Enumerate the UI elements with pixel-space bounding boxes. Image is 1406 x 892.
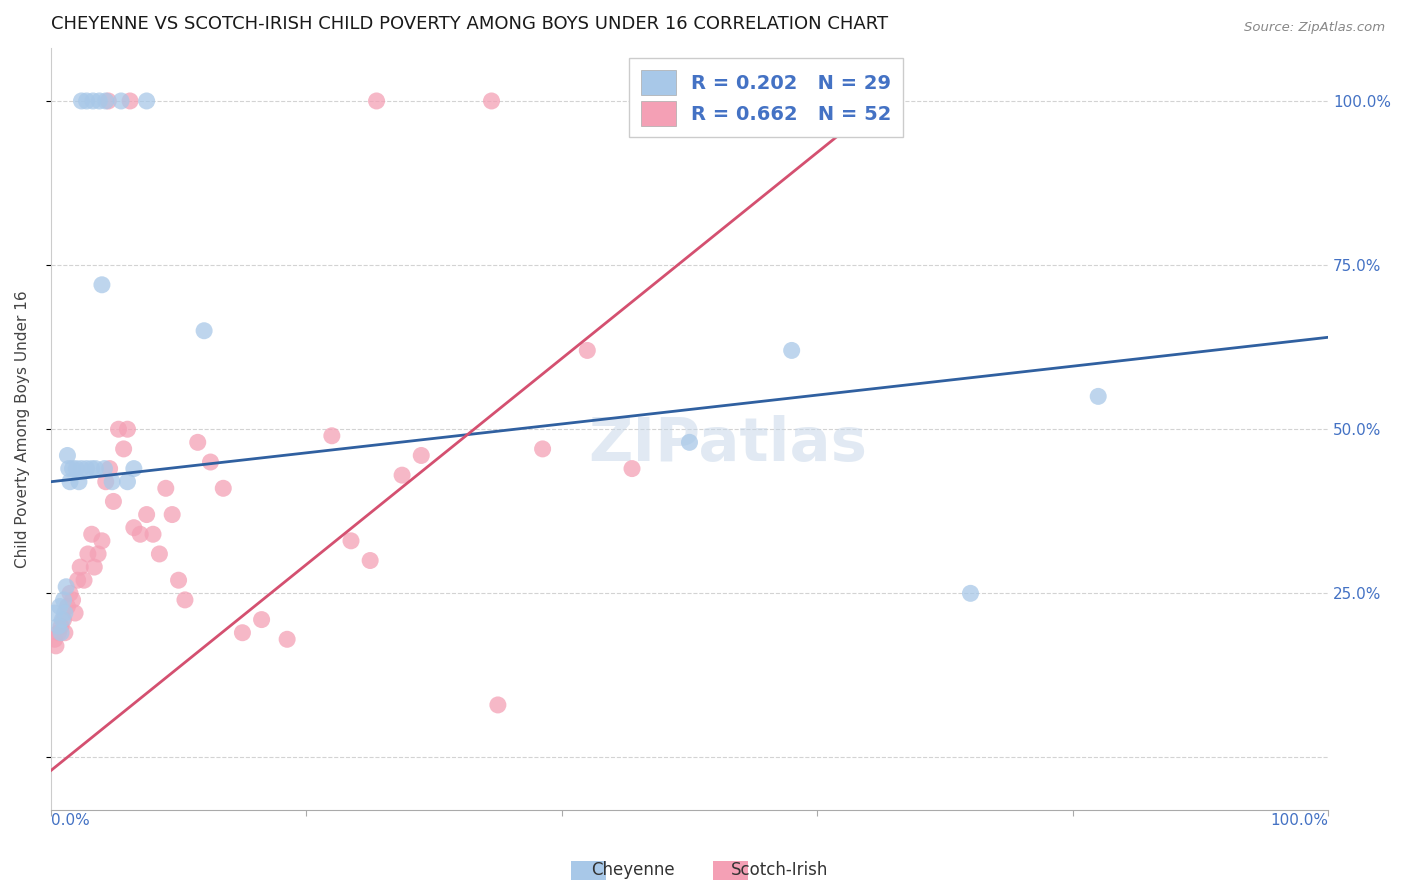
- Point: [148, 547, 170, 561]
- Legend: R = 0.202   N = 29, R = 0.662   N = 52: R = 0.202 N = 29, R = 0.662 N = 52: [628, 58, 903, 137]
- Point: [1087, 389, 1109, 403]
- Point: [45, 639, 67, 653]
- Point: [67, 475, 90, 489]
- Point: [101, 475, 124, 489]
- Point: [94, 475, 117, 489]
- Text: Scotch-Irish: Scotch-Irish: [731, 861, 828, 879]
- Point: [531, 442, 554, 456]
- Point: [69, 560, 91, 574]
- Point: [200, 455, 222, 469]
- Point: [187, 435, 209, 450]
- Point: [76, 461, 98, 475]
- Y-axis label: Child Poverty Among Boys Under 16: Child Poverty Among Boys Under 16: [15, 291, 30, 568]
- Point: [55, 580, 77, 594]
- Point: [122, 521, 145, 535]
- Point: [366, 94, 388, 108]
- Point: [62, 593, 84, 607]
- Point: [53, 625, 76, 640]
- Point: [321, 429, 343, 443]
- Point: [160, 508, 183, 522]
- Point: [167, 573, 190, 587]
- Point: [70, 94, 93, 108]
- Point: [118, 94, 141, 108]
- Point: [80, 461, 103, 475]
- Point: [391, 468, 413, 483]
- Point: [122, 461, 145, 475]
- Point: [98, 461, 121, 475]
- Point: [49, 625, 72, 640]
- Point: [84, 461, 107, 475]
- Point: [678, 435, 700, 450]
- Point: [212, 481, 235, 495]
- Point: [117, 422, 139, 436]
- Point: [49, 619, 72, 633]
- Point: [142, 527, 165, 541]
- Point: [66, 573, 89, 587]
- Point: [411, 449, 433, 463]
- Point: [117, 475, 139, 489]
- Point: [89, 94, 111, 108]
- Point: [129, 527, 152, 541]
- Point: [62, 461, 84, 475]
- Point: [65, 461, 87, 475]
- Point: [48, 625, 70, 640]
- Point: [340, 533, 363, 548]
- Point: [481, 94, 503, 108]
- Point: [621, 461, 644, 475]
- Text: 0.0%: 0.0%: [51, 814, 90, 829]
- Text: Source: ZipAtlas.com: Source: ZipAtlas.com: [1244, 21, 1385, 34]
- Point: [53, 606, 76, 620]
- Point: [77, 547, 100, 561]
- Point: [110, 94, 132, 108]
- Point: [44, 606, 66, 620]
- Text: Cheyenne: Cheyenne: [592, 861, 675, 879]
- Point: [276, 632, 298, 647]
- Point: [93, 461, 115, 475]
- Point: [49, 599, 72, 614]
- Point: [780, 343, 803, 358]
- Point: [135, 94, 157, 108]
- Point: [359, 553, 381, 567]
- Point: [83, 560, 105, 574]
- Point: [63, 606, 86, 620]
- Point: [87, 547, 110, 561]
- Point: [155, 481, 177, 495]
- Point: [80, 527, 103, 541]
- Point: [73, 573, 96, 587]
- Text: CHEYENNE VS SCOTCH-IRISH CHILD POVERTY AMONG BOYS UNDER 16 CORRELATION CHART: CHEYENNE VS SCOTCH-IRISH CHILD POVERTY A…: [51, 15, 889, 33]
- Point: [90, 277, 112, 292]
- Point: [56, 449, 79, 463]
- Point: [52, 593, 75, 607]
- Point: [44, 632, 66, 647]
- Point: [107, 422, 129, 436]
- Point: [76, 94, 98, 108]
- Point: [90, 533, 112, 548]
- Point: [56, 599, 79, 614]
- Point: [82, 94, 104, 108]
- Point: [70, 461, 93, 475]
- Point: [51, 613, 73, 627]
- Text: 100.0%: 100.0%: [1270, 814, 1329, 829]
- Point: [250, 613, 273, 627]
- Point: [174, 593, 197, 607]
- Point: [94, 94, 117, 108]
- Point: [48, 619, 70, 633]
- Point: [103, 494, 125, 508]
- Point: [135, 508, 157, 522]
- Point: [112, 442, 135, 456]
- Point: [193, 324, 215, 338]
- Text: ZIPatlas: ZIPatlas: [588, 415, 868, 474]
- Point: [58, 461, 80, 475]
- Point: [59, 586, 82, 600]
- Point: [52, 613, 75, 627]
- Point: [59, 475, 82, 489]
- Point: [486, 698, 509, 712]
- Point: [576, 343, 599, 358]
- Point: [959, 586, 981, 600]
- Point: [231, 625, 253, 640]
- Point: [97, 94, 120, 108]
